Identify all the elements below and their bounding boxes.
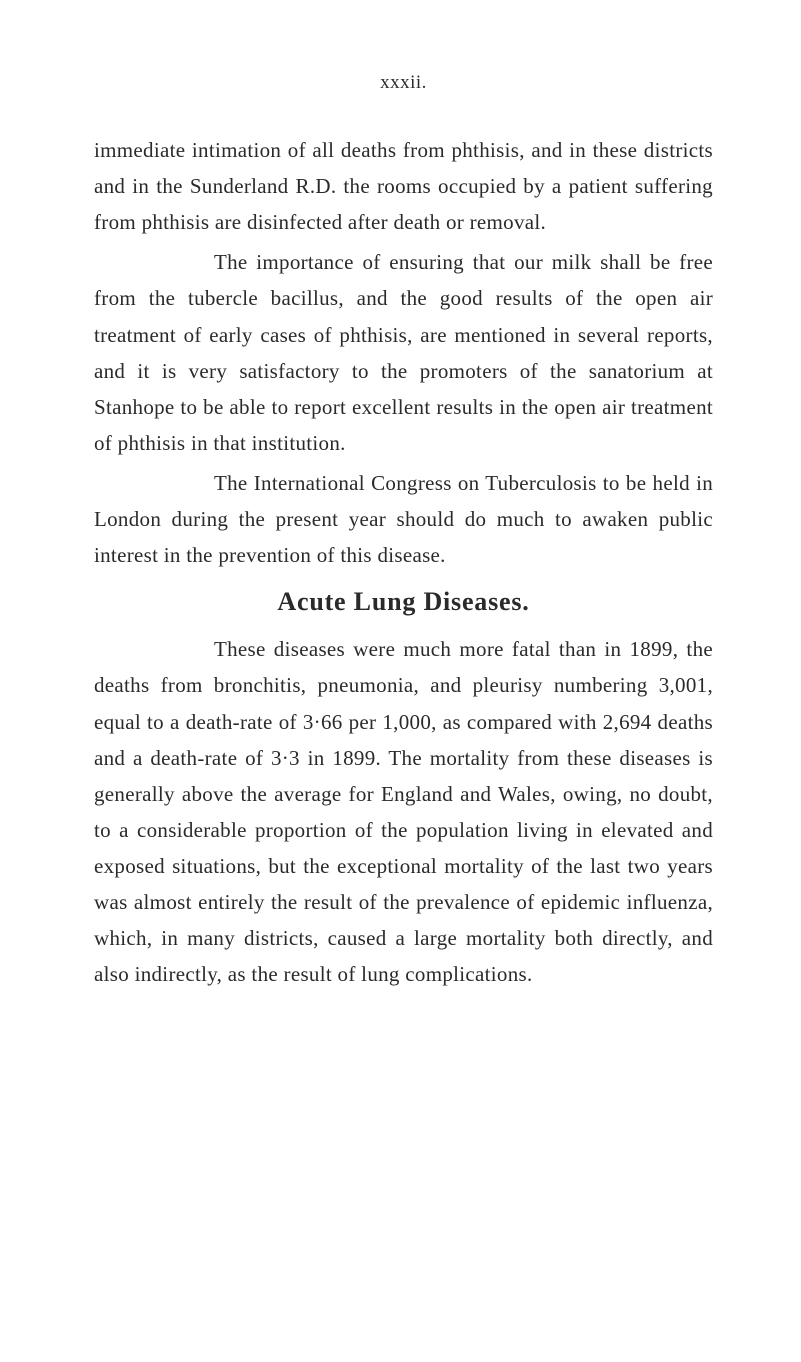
body-paragraph-1: immediate intimation of all deaths from … [94, 132, 713, 240]
body-paragraph-2: The importance of ensuring that our milk… [94, 244, 713, 461]
body-paragraph-4: These diseases were much more fatal than… [94, 631, 713, 992]
body-paragraph-3: The International Congress on Tuberculos… [94, 465, 713, 573]
section-heading-acute-lung: Acute Lung Diseases. [94, 587, 713, 617]
page-number: xxxii. [94, 72, 713, 94]
